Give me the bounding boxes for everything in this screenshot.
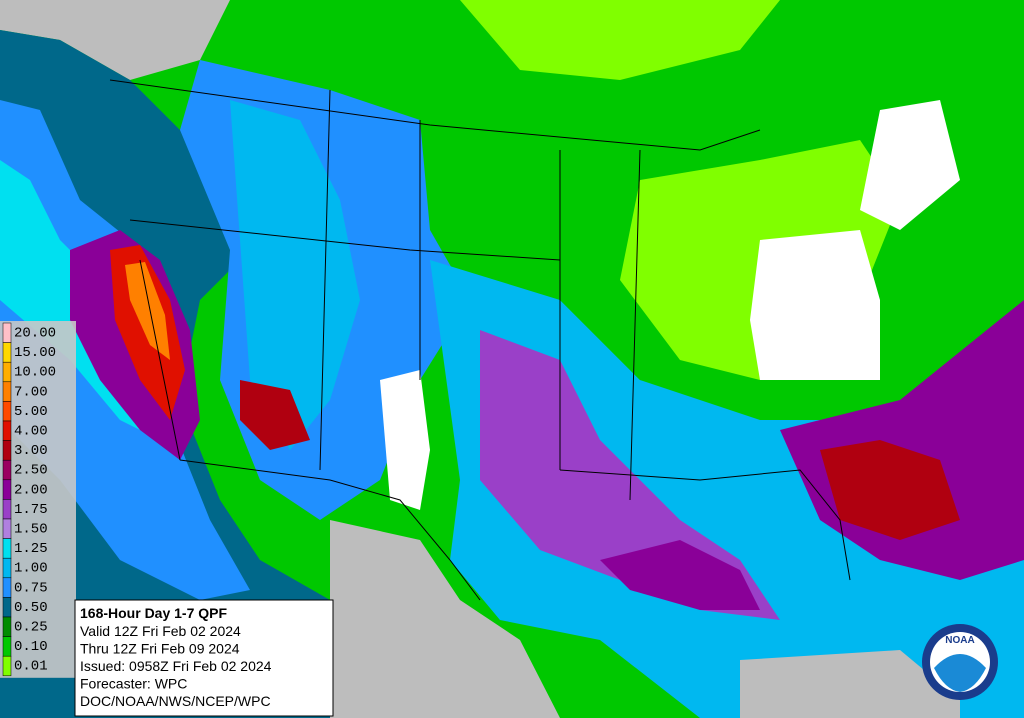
legend-label: 0.75 <box>14 580 48 596</box>
info-lines: Valid 12Z Fri Feb 02 2024 Thru 12Z Fri Fe… <box>80 623 272 709</box>
legend-swatch <box>2 361 12 383</box>
legend-swatch <box>2 538 12 559</box>
legend-label: 1.75 <box>14 502 48 518</box>
legend-swatch <box>2 557 12 579</box>
legend-label: 0.01 <box>14 659 48 675</box>
no-precip-area <box>750 230 880 380</box>
legend-label: 1.50 <box>14 522 48 538</box>
precip-area <box>460 0 780 80</box>
legend-label: 2.50 <box>14 463 48 479</box>
legend-label: 10.00 <box>14 365 56 381</box>
legend-label: 0.25 <box>14 620 48 636</box>
legend-swatch <box>2 479 12 500</box>
legend-label: 1.00 <box>14 561 48 577</box>
no-data-area <box>740 650 960 718</box>
precip-area <box>430 260 1024 718</box>
logo-wave <box>934 654 986 692</box>
legend-label: 1.25 <box>14 541 48 557</box>
no-precip-area <box>380 370 430 510</box>
info-title: 168-Hour Day 1-7 QPF <box>80 605 227 621</box>
border-line <box>109 79 761 151</box>
precip-area <box>125 262 170 360</box>
legend-label: 7.00 <box>14 384 48 400</box>
no-data-area <box>0 0 230 80</box>
precip-area <box>600 540 760 610</box>
no-precip-area <box>860 100 960 230</box>
legend-label: 4.00 <box>14 424 48 440</box>
precip-area <box>240 380 310 450</box>
legend-label: 5.00 <box>14 404 48 420</box>
legend-swatch <box>2 401 12 422</box>
legend: 20.00 15.00 10.00 7.00 5.00 4.00 3.00 2.50 2.00 1… <box>0 321 76 678</box>
legend-swatch <box>2 420 12 441</box>
info-line: Issued: 0958Z Fri Feb 02 2024 <box>80 658 272 674</box>
info-line: Forecaster: WPC <box>80 676 187 692</box>
info-line: Valid 12Z Fri Feb 02 2024 <box>80 623 241 639</box>
legend-swatch <box>2 597 12 618</box>
precip-area <box>820 440 960 540</box>
legend-label: 0.10 <box>14 639 48 655</box>
legend-label: 0.50 <box>14 600 48 616</box>
legend-swatch <box>2 518 12 539</box>
info-line: Thru 12Z Fri Feb 09 2024 <box>80 641 240 657</box>
state-line <box>129 89 641 601</box>
boundaries <box>109 79 851 601</box>
precip-area <box>820 0 1024 80</box>
legend-background <box>0 321 76 678</box>
legend-swatch <box>2 577 12 598</box>
legend-swatch <box>2 459 12 481</box>
legend-label: 15.00 <box>14 345 56 361</box>
legend-label: 3.00 <box>14 443 48 459</box>
legend-label: 20.00 <box>14 326 56 342</box>
no-data-area <box>330 520 560 718</box>
legend-swatch <box>2 440 12 461</box>
legend-swatch <box>2 322 12 343</box>
info-line: DOC/NOAA/NWS/NCEP/WPC <box>80 693 271 709</box>
legend-swatch <box>2 655 12 677</box>
legend-swatch <box>2 342 12 363</box>
coast-line <box>559 469 851 581</box>
legend-swatch <box>2 616 12 637</box>
legend-swatch <box>2 636 12 657</box>
legend-label: 2.00 <box>14 482 48 498</box>
info-box <box>74 599 334 717</box>
legend-swatch <box>2 499 12 520</box>
logo-text: NOAA <box>945 635 974 646</box>
legend-swatch <box>2 381 12 402</box>
noaa-logo: NOAA <box>922 624 998 700</box>
